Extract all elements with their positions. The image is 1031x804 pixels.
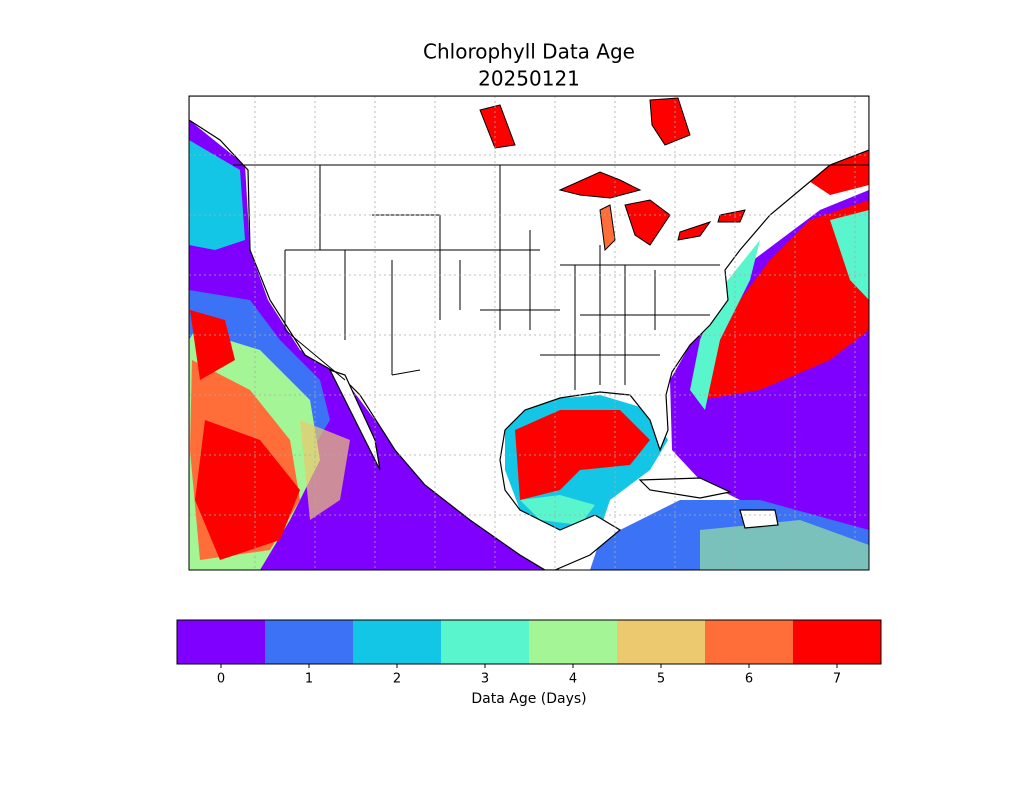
map-title: Chlorophyll Data Age: [423, 40, 635, 64]
colorbar-frame: [176, 619, 882, 665]
map-frame: [188, 95, 870, 571]
colorbar-tick-label: 3: [481, 672, 489, 687]
colorbar-swatch: [265, 620, 353, 664]
colorbar-tick-label: 1: [305, 672, 313, 687]
colorbar-label: Data Age (Days): [471, 691, 586, 707]
colorbar-tick-label: 2: [393, 672, 401, 687]
map: [189, 96, 869, 570]
colorbar-swatch: [353, 620, 441, 664]
colorbar-swatch: [617, 620, 705, 664]
colorbar-swatch: [529, 620, 617, 664]
colorbar-swatch: [705, 620, 793, 664]
colorbar-swatch: [793, 620, 881, 664]
colorbar-swatch: [177, 620, 265, 664]
colorbar-tick-label: 6: [745, 672, 753, 687]
colorbar-tick-label: 0: [217, 672, 225, 687]
map-date: 20250121: [478, 67, 580, 91]
colorbar: 0 1 2 3 4 5 6 7: [177, 620, 881, 687]
colorbar-swatch: [441, 620, 529, 664]
colorbar-tick-label: 5: [657, 672, 665, 687]
colorbar-tick-label: 7: [833, 672, 841, 687]
colorbar-tick-label: 4: [569, 672, 577, 687]
